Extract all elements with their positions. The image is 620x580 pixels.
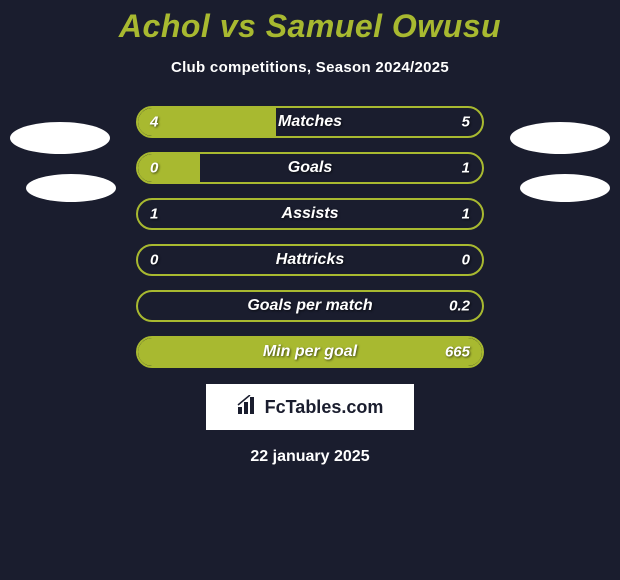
avatar-right-ellipse (510, 122, 610, 154)
stat-value-right: 1 (462, 160, 470, 177)
footer-logo[interactable]: FcTables.com (206, 384, 414, 430)
avatar-right-ellipse (520, 174, 610, 202)
stat-bar: 0 Hattricks 0 (136, 244, 484, 276)
stat-value-right: 0.2 (449, 298, 470, 315)
stat-bar: Goals per match 0.2 (136, 290, 484, 322)
page-title: Achol vs Samuel Owusu (0, 8, 620, 45)
avatar-left-ellipse (10, 122, 110, 154)
header: Achol vs Samuel Owusu Club competitions,… (0, 0, 620, 76)
stat-label: Min per goal (263, 343, 357, 361)
stat-label: Goals (288, 159, 332, 177)
stat-bar: Min per goal 665 (136, 336, 484, 368)
stat-value-right: 665 (445, 344, 470, 361)
stat-fill-left (138, 108, 276, 136)
page-subtitle: Club competitions, Season 2024/2025 (0, 59, 620, 76)
stat-value-right: 1 (462, 206, 470, 223)
stat-bar: 1 Assists 1 (136, 198, 484, 230)
stat-value-left: 0 (150, 252, 158, 269)
avatar-left-ellipse (26, 174, 116, 202)
footer-date: 22 january 2025 (0, 448, 620, 466)
stat-label: Matches (278, 113, 342, 131)
footer-logo-text: FcTables.com (265, 397, 384, 418)
stat-value-right: 0 (462, 252, 470, 269)
stat-label: Goals per match (247, 297, 372, 315)
bar-chart-icon (237, 395, 259, 420)
stat-fill-left (138, 154, 200, 182)
stat-label: Hattricks (276, 251, 344, 269)
stat-value-left: 1 (150, 206, 158, 223)
stat-bar: 4 Matches 5 (136, 106, 484, 138)
stat-value-left: 4 (150, 114, 158, 131)
stats-container: 4 Matches 5 0 Goals 1 1 Assists 1 0 Hattricks 0 Goal… (136, 106, 484, 368)
stat-bar: 0 Goals 1 (136, 152, 484, 184)
stat-value-left: 0 (150, 160, 158, 177)
stat-label: Assists (282, 205, 339, 223)
stat-value-right: 5 (462, 114, 470, 131)
